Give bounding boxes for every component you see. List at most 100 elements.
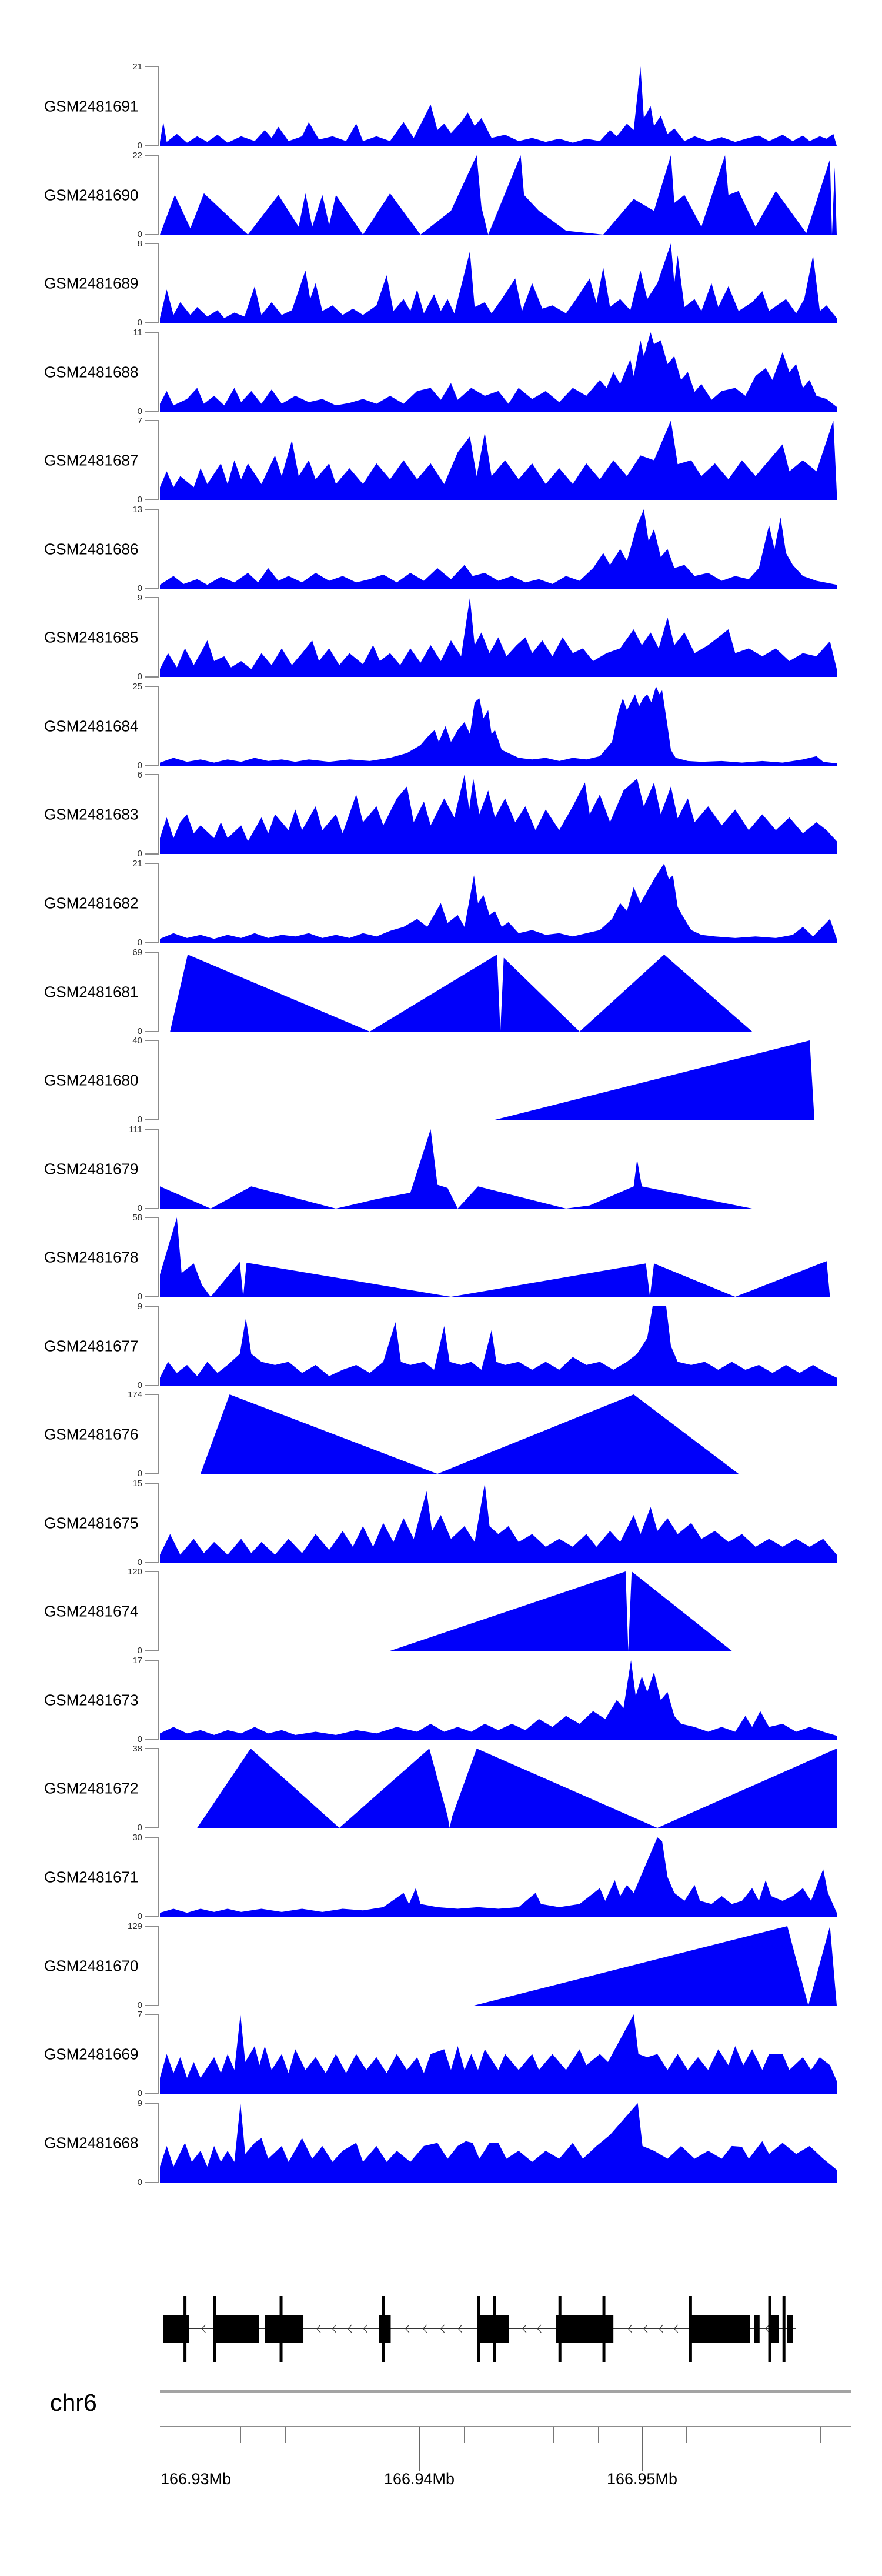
track-sample-label: GSM2481681 xyxy=(44,983,139,1000)
y-axis-top-tick xyxy=(145,1394,159,1395)
signal-area-plot xyxy=(160,775,837,854)
track-row: GSM2481689 8 0 xyxy=(0,239,882,327)
signal-polygon xyxy=(160,2103,837,2183)
y-axis-zero-tick xyxy=(145,2005,159,2006)
y-axis-zero-tick xyxy=(145,2093,159,2094)
track-row: GSM2481683 6 0 xyxy=(0,770,882,858)
y-axis-zero-tick xyxy=(145,942,159,943)
track-row: GSM2481675 15 0 xyxy=(0,1479,882,1567)
y-axis-zero-tick xyxy=(145,1827,159,1828)
track-sample-label: GSM2481674 xyxy=(44,1602,139,1620)
signal-area-plot xyxy=(160,1483,837,1563)
y-axis-top-tick xyxy=(145,1748,159,1749)
exon-box xyxy=(163,2315,189,2343)
track-row: GSM2481669 7 0 xyxy=(0,2010,882,2098)
y-axis-max-label: 58 xyxy=(132,1213,142,1223)
y-axis-zero-tick xyxy=(145,1208,159,1209)
y-axis-max-label: 174 xyxy=(127,1390,142,1400)
y-axis-zero-label: 0 xyxy=(137,406,142,416)
y-axis-top-tick xyxy=(145,1306,159,1307)
track-row: GSM2481687 7 0 xyxy=(0,416,882,504)
track-row: GSM2481668 9 0 xyxy=(0,2099,882,2187)
gene-model-track xyxy=(160,2294,848,2364)
y-axis-line xyxy=(158,598,159,677)
y-axis-max-label: 7 xyxy=(137,416,142,426)
y-axis-zero-tick xyxy=(145,2182,159,2183)
axis-minor-tick xyxy=(553,2427,554,2443)
signal-polygon xyxy=(160,1129,837,1209)
y-axis-zero-label: 0 xyxy=(137,495,142,505)
signal-area-plot xyxy=(160,332,837,412)
axis-position-label: 166.93Mb xyxy=(160,2470,232,2488)
y-axis-top-tick xyxy=(145,509,159,510)
y-axis-zero-label: 0 xyxy=(137,760,142,770)
signal-area-plot xyxy=(160,1926,837,2006)
signal-polygon xyxy=(160,1483,837,1563)
track-row: GSM2481674 120 0 xyxy=(0,1567,882,1655)
signal-area-plot xyxy=(160,243,837,323)
signal-polygon xyxy=(160,1571,837,1651)
track-row: GSM2481676 174 0 xyxy=(0,1390,882,1478)
signal-polygon xyxy=(160,2014,837,2094)
y-axis-zero-tick xyxy=(145,1562,159,1563)
y-axis-zero-label: 0 xyxy=(137,229,142,239)
track-row: GSM2481677 9 0 xyxy=(0,1302,882,1390)
strand-arrow-left-icon xyxy=(522,2324,527,2333)
track-row: GSM2481670 129 0 xyxy=(0,1922,882,2010)
signal-polygon xyxy=(160,955,837,1032)
y-axis-max-label: 17 xyxy=(132,1656,142,1666)
signal-area-plot xyxy=(160,1749,837,1828)
signal-area-plot xyxy=(160,1217,837,1297)
y-axis-zero-tick xyxy=(145,588,159,589)
y-axis-line xyxy=(158,686,159,766)
y-axis-line xyxy=(158,775,159,854)
y-axis-line xyxy=(158,2014,159,2094)
track-sample-label: GSM2481668 xyxy=(44,2134,139,2151)
signal-area-plot xyxy=(160,686,837,766)
y-axis-line xyxy=(158,1660,159,1740)
y-axis-max-label: 9 xyxy=(137,2098,142,2108)
signal-area-plot xyxy=(160,509,837,589)
track-sample-label: GSM2481685 xyxy=(44,628,139,646)
track-row: GSM2481686 13 0 xyxy=(0,505,882,593)
y-axis-max-label: 7 xyxy=(137,2010,142,2020)
track-sample-label: GSM2481675 xyxy=(44,1514,139,1531)
y-axis-max-label: 21 xyxy=(132,62,142,72)
y-axis-zero-label: 0 xyxy=(137,1646,142,1656)
strand-arrow-left-icon xyxy=(405,2324,410,2333)
y-axis-max-label: 15 xyxy=(132,1479,142,1489)
track-row: GSM2481682 21 0 xyxy=(0,859,882,947)
y-axis-top-tick xyxy=(145,1129,159,1130)
axis-minor-tick xyxy=(686,2427,687,2443)
track-row: GSM2481685 9 0 xyxy=(0,593,882,681)
signal-area-plot xyxy=(160,1040,837,1120)
signal-polygon xyxy=(160,1040,837,1120)
y-axis-max-label: 13 xyxy=(132,505,142,515)
axis-minor-tick xyxy=(240,2427,241,2443)
y-axis-zero-label: 0 xyxy=(137,1380,142,1390)
y-axis-zero-label: 0 xyxy=(137,1026,142,1036)
signal-area-plot xyxy=(160,1660,837,1740)
y-axis-zero-tick xyxy=(145,1119,159,1120)
signal-polygon xyxy=(160,598,837,677)
track-row: GSM2481672 38 0 xyxy=(0,1744,882,1832)
strand-arrow-left-icon xyxy=(765,2324,770,2333)
signal-polygon xyxy=(160,421,837,500)
axis-minor-tick xyxy=(820,2427,821,2443)
y-axis-top-tick xyxy=(145,66,159,67)
axis-position-label: 166.95Mb xyxy=(606,2470,678,2488)
y-axis-zero-tick xyxy=(145,499,159,500)
signal-polygon xyxy=(160,66,837,146)
y-axis-zero-label: 0 xyxy=(137,1292,142,1302)
strand-arrow-left-icon xyxy=(537,2324,542,2333)
track-sample-label: GSM2481689 xyxy=(44,274,139,292)
y-axis-top-tick xyxy=(145,420,159,421)
signal-area-plot xyxy=(160,2014,837,2094)
axis-minor-tick xyxy=(598,2427,599,2443)
axis-minor-tick xyxy=(464,2427,465,2443)
y-axis-max-label: 11 xyxy=(133,328,142,338)
y-axis-max-label: 40 xyxy=(132,1036,142,1046)
strand-arrow-left-icon xyxy=(440,2324,445,2333)
axis-position-label: 166.94Mb xyxy=(383,2470,455,2488)
